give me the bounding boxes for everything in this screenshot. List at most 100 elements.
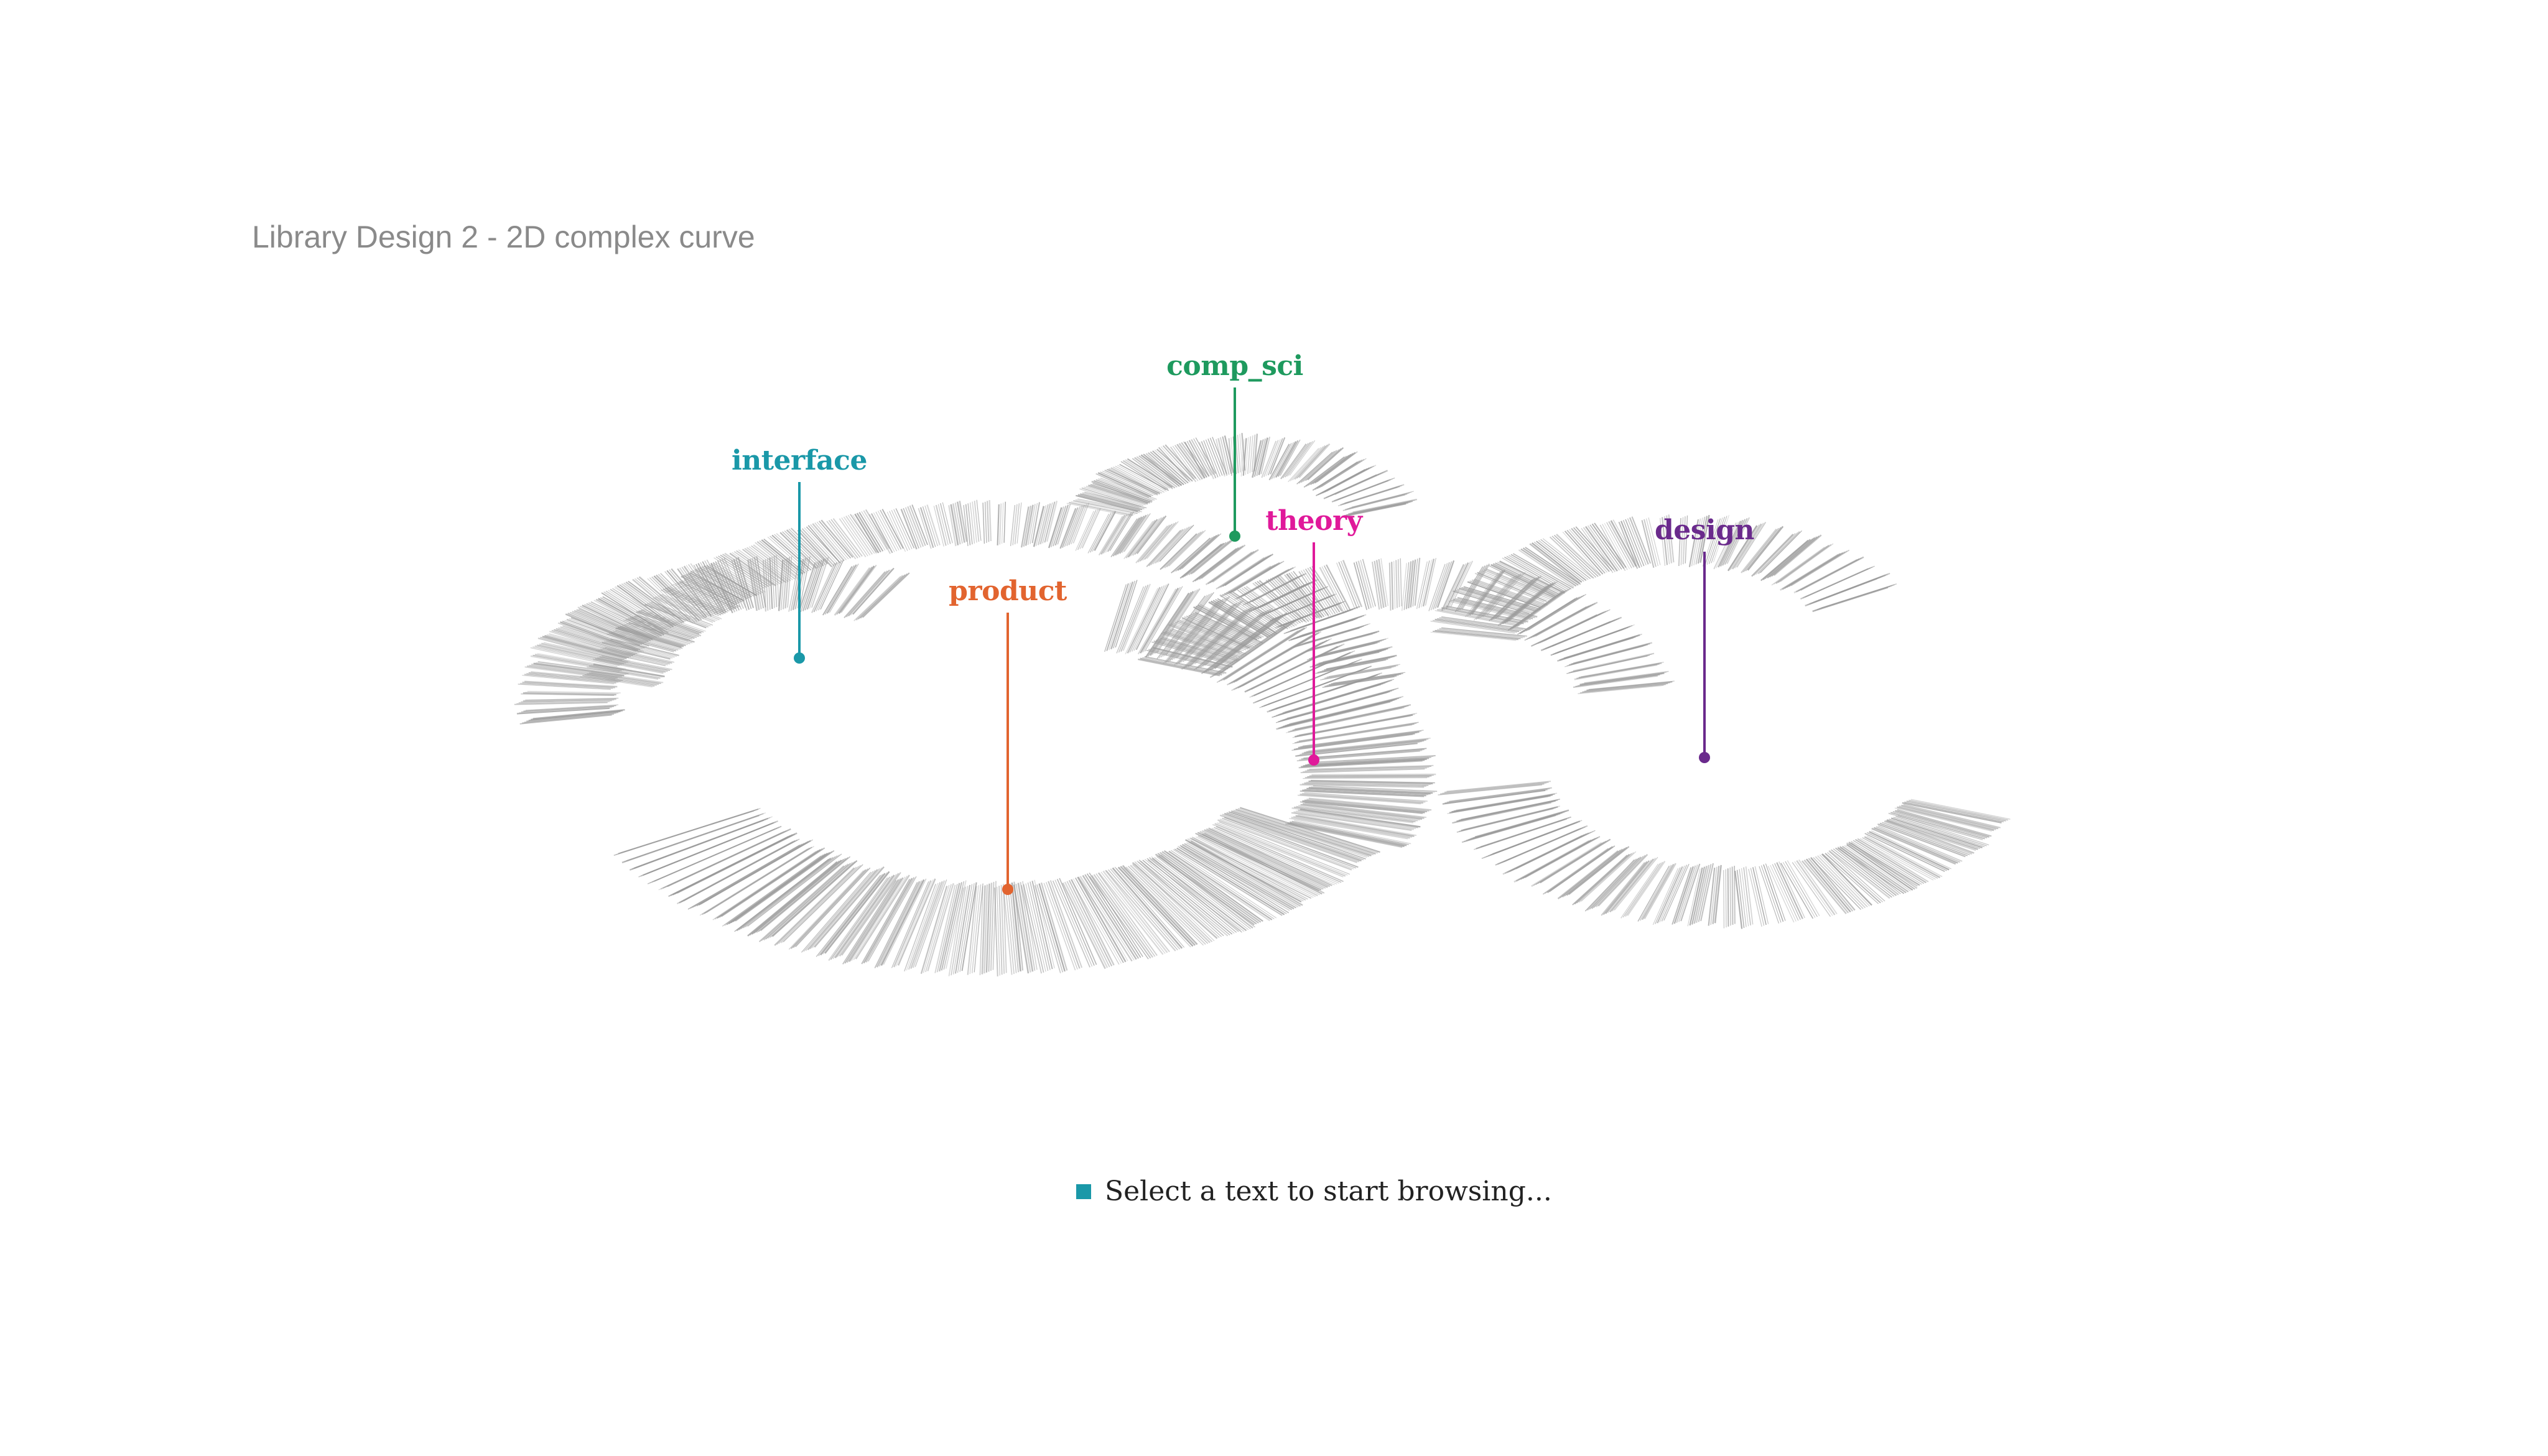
book-spine[interactable] <box>1199 442 1214 480</box>
book-spine[interactable] <box>1176 443 1203 480</box>
book-spine[interactable] <box>1066 503 1132 517</box>
book-spine[interactable] <box>544 634 630 659</box>
book-shelf[interactable] <box>1076 491 1147 512</box>
book-spine[interactable] <box>1134 516 1165 555</box>
book-spine[interactable] <box>661 593 722 619</box>
book-spine[interactable] <box>1073 500 1138 514</box>
book-spine[interactable] <box>1839 846 1901 894</box>
book-spine[interactable] <box>1107 512 1132 552</box>
book-spine[interactable] <box>751 558 762 610</box>
book-spine[interactable] <box>1164 531 1202 568</box>
book-spine[interactable] <box>532 646 620 666</box>
book-spine[interactable] <box>1308 455 1349 486</box>
book-spine[interactable] <box>799 529 835 567</box>
book-spine[interactable] <box>1216 826 1344 883</box>
book-spine[interactable] <box>1536 540 1587 582</box>
book-spine[interactable] <box>1414 557 1421 606</box>
book-spine[interactable] <box>1294 445 1326 480</box>
book-spine[interactable] <box>527 690 621 693</box>
book-shelf[interactable] <box>1871 825 1963 865</box>
book-spine[interactable] <box>1130 865 1211 944</box>
book-spine[interactable] <box>979 886 983 975</box>
book-spine[interactable] <box>780 865 862 944</box>
book-spine[interactable] <box>1430 621 1515 634</box>
book-spine[interactable] <box>1326 654 1397 670</box>
book-spine[interactable] <box>1504 825 1588 863</box>
book-spine[interactable] <box>605 590 667 631</box>
book-spine[interactable] <box>1274 576 1316 619</box>
book-shelf[interactable] <box>1033 501 1058 547</box>
book-spine[interactable] <box>1575 674 1660 687</box>
book-spine[interactable] <box>1250 643 1345 690</box>
book-spine[interactable] <box>690 570 743 601</box>
book-shelf[interactable] <box>891 878 936 968</box>
book-spine[interactable] <box>1191 837 1308 900</box>
book-spine[interactable] <box>1201 618 1275 674</box>
book-spine[interactable] <box>1009 883 1020 973</box>
book-spine[interactable] <box>599 656 671 671</box>
book-spine[interactable] <box>1125 519 1156 559</box>
book-spine[interactable] <box>1243 566 1296 596</box>
book-spine[interactable] <box>1027 504 1036 545</box>
book-spine[interactable] <box>636 614 702 637</box>
book-shelf[interactable] <box>1702 514 1729 567</box>
book-spine[interactable] <box>542 636 627 659</box>
book-shelf[interactable] <box>1272 679 1395 718</box>
book-spine[interactable] <box>895 508 915 549</box>
book-spine[interactable] <box>1286 573 1323 618</box>
book-spine[interactable] <box>997 886 1000 976</box>
book-spine[interactable] <box>1160 533 1197 570</box>
book-spine[interactable] <box>852 514 877 554</box>
book-spine[interactable] <box>893 509 913 550</box>
book-shelf[interactable] <box>1529 538 1593 584</box>
book-spine[interactable] <box>1676 865 1696 923</box>
book-spine[interactable] <box>1606 522 1632 568</box>
book-spine[interactable] <box>701 566 755 597</box>
book-spine[interactable] <box>1566 633 1642 659</box>
book-shelf[interactable] <box>1342 491 1414 511</box>
book-shelf[interactable] <box>1137 586 1183 655</box>
book-shelf[interactable] <box>1249 650 1355 698</box>
book-spine[interactable] <box>1272 577 1314 621</box>
book-shelf[interactable] <box>1517 593 1587 635</box>
book-spine[interactable] <box>1240 438 1245 477</box>
book-spine[interactable] <box>1894 807 1992 832</box>
book-spine[interactable] <box>1177 534 1217 571</box>
book-spine[interactable] <box>549 633 634 657</box>
book-spine[interactable] <box>1151 641 1229 665</box>
book-spine[interactable] <box>1307 757 1431 765</box>
book-spine[interactable] <box>1194 605 1258 665</box>
book-spine[interactable] <box>788 529 826 565</box>
book-spine[interactable] <box>1084 486 1144 506</box>
book-spine[interactable] <box>717 560 740 611</box>
book-spine[interactable] <box>922 506 936 547</box>
book-spine[interactable] <box>826 564 857 614</box>
book-spine[interactable] <box>850 568 892 616</box>
book-spine[interactable] <box>522 675 615 685</box>
book-spine[interactable] <box>1303 767 1427 772</box>
book-spine[interactable] <box>516 701 610 704</box>
book-spine[interactable] <box>1469 580 1543 608</box>
book-shelf[interactable] <box>758 860 858 942</box>
book-spine[interactable] <box>620 808 761 853</box>
book-shelf[interactable] <box>1481 820 1583 860</box>
book-spine[interactable] <box>1456 792 1558 811</box>
book-spine[interactable] <box>735 850 835 922</box>
book-spine[interactable] <box>1057 504 1071 545</box>
book-shelf[interactable] <box>1453 586 1541 614</box>
book-spine[interactable] <box>1091 481 1148 504</box>
book-spine[interactable] <box>1171 598 1226 661</box>
book-spine[interactable] <box>971 884 982 973</box>
book-spine[interactable] <box>1374 560 1382 609</box>
book-spine[interactable] <box>1189 606 1254 667</box>
book-spine[interactable] <box>1288 707 1405 733</box>
book-spine[interactable] <box>908 882 941 970</box>
book-shelf[interactable] <box>807 519 853 563</box>
book-spine[interactable] <box>1162 532 1199 569</box>
book-spine[interactable] <box>1195 836 1316 897</box>
book-spine[interactable] <box>1434 610 1518 627</box>
book-spine[interactable] <box>562 621 641 650</box>
book-spine[interactable] <box>1753 533 1796 576</box>
book-spine[interactable] <box>998 886 1003 975</box>
book-spine[interactable] <box>1242 576 1298 606</box>
